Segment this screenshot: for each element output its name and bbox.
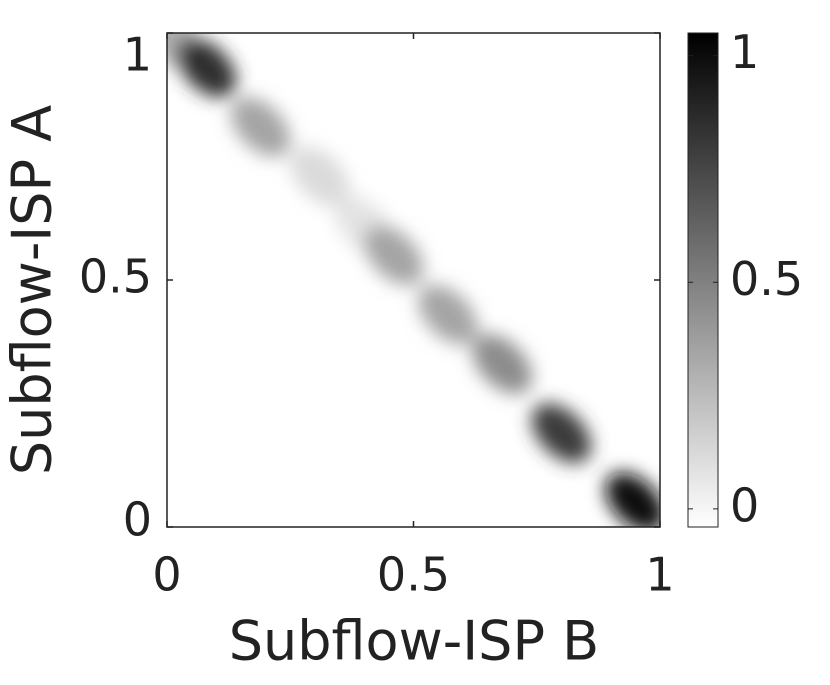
- colorbar-tick-label: 0: [730, 478, 759, 532]
- heat-cell: [176, 37, 237, 98]
- heat-cell: [289, 146, 350, 207]
- heatmap: [167, 33, 660, 527]
- y-tick-label: 0: [123, 493, 152, 547]
- heat-cell: [418, 284, 478, 345]
- x-axis-label: Subflow-ISP B: [229, 610, 599, 673]
- heat-cell: [363, 225, 424, 286]
- heat-cell: [230, 97, 291, 157]
- x-tick-label: 0: [152, 548, 181, 602]
- colorbar-tick-label: 0.5: [730, 252, 803, 306]
- y-tick-label: 0.5: [79, 250, 152, 304]
- x-tick-label: 0.5: [377, 548, 450, 602]
- y-axis-label: Subflow-ISP A: [1, 105, 64, 475]
- colorbar: [687, 32, 719, 528]
- heat-cell: [531, 403, 592, 463]
- heat-cell: [605, 472, 660, 527]
- heat-cell: [472, 334, 533, 394]
- y-tick-label: 1: [123, 28, 152, 82]
- colorbar-tick-label: 1: [730, 25, 759, 79]
- x-tick-label: 1: [645, 548, 674, 602]
